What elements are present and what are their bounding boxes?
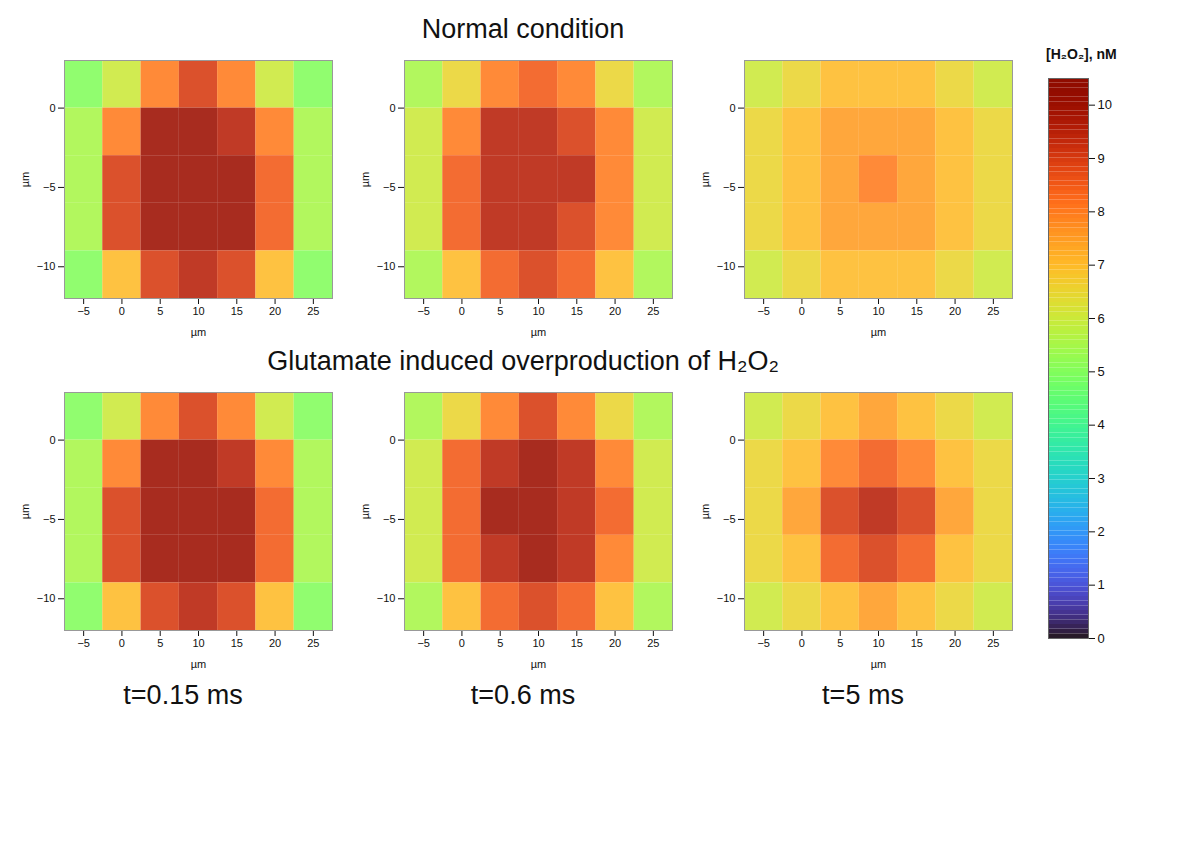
html-text:t=0.6 ms: t=0.6 ms bbox=[470, 680, 576, 710]
svg-text:0: 0 bbox=[49, 102, 55, 114]
svg-text:µm: µm bbox=[699, 172, 711, 188]
svg-text:−5: −5 bbox=[723, 513, 736, 525]
svg-text:0: 0 bbox=[119, 305, 125, 317]
svg-text:0: 0 bbox=[389, 102, 395, 114]
svg-text:−5: −5 bbox=[417, 637, 430, 649]
svg-text:−5: −5 bbox=[383, 513, 396, 525]
svg-text:−10: −10 bbox=[377, 592, 396, 604]
svg-text:4: 4 bbox=[1098, 417, 1105, 432]
svg-text:−10: −10 bbox=[717, 592, 736, 604]
svg-text:25: 25 bbox=[647, 305, 659, 317]
svg-text:8: 8 bbox=[1098, 204, 1105, 219]
svg-text:5: 5 bbox=[157, 637, 163, 649]
svg-text:−5: −5 bbox=[77, 305, 90, 317]
svg-text:0: 0 bbox=[119, 637, 125, 649]
svg-text:5: 5 bbox=[157, 305, 163, 317]
svg-text:20: 20 bbox=[609, 305, 621, 317]
svg-text:−10: −10 bbox=[377, 260, 396, 272]
svg-text:0: 0 bbox=[1098, 631, 1105, 646]
svg-text:20: 20 bbox=[949, 637, 961, 649]
svg-text:15: 15 bbox=[571, 637, 583, 649]
svg-text:5: 5 bbox=[497, 637, 503, 649]
svg-text:25: 25 bbox=[647, 637, 659, 649]
svg-text:15: 15 bbox=[571, 305, 583, 317]
svg-text:3: 3 bbox=[1098, 471, 1105, 486]
svg-text:1: 1 bbox=[1098, 577, 1105, 592]
svg-text:µm: µm bbox=[19, 172, 31, 188]
svg-text:15: 15 bbox=[231, 305, 243, 317]
svg-text:−5: −5 bbox=[43, 181, 56, 193]
svg-text:10: 10 bbox=[872, 637, 884, 649]
svg-text:−5: −5 bbox=[77, 637, 90, 649]
svg-text:10: 10 bbox=[1098, 97, 1112, 112]
svg-text:10: 10 bbox=[532, 637, 544, 649]
svg-text:25: 25 bbox=[987, 305, 999, 317]
svg-text:−5: −5 bbox=[417, 305, 430, 317]
svg-text:µm: µm bbox=[871, 658, 887, 670]
svg-text:0: 0 bbox=[49, 434, 55, 446]
svg-text:25: 25 bbox=[987, 637, 999, 649]
svg-text:5: 5 bbox=[837, 637, 843, 649]
svg-text:15: 15 bbox=[911, 637, 923, 649]
svg-text:−5: −5 bbox=[43, 513, 56, 525]
svg-text:−10: −10 bbox=[37, 592, 56, 604]
svg-text:5: 5 bbox=[837, 305, 843, 317]
svg-text:µm: µm bbox=[191, 326, 207, 338]
svg-text:15: 15 bbox=[231, 637, 243, 649]
svg-text:7: 7 bbox=[1098, 257, 1105, 272]
svg-text:0: 0 bbox=[799, 637, 805, 649]
svg-text:20: 20 bbox=[949, 305, 961, 317]
svg-text:−5: −5 bbox=[757, 637, 770, 649]
svg-text:µm: µm bbox=[359, 172, 371, 188]
svg-text:0: 0 bbox=[799, 305, 805, 317]
svg-text:0: 0 bbox=[729, 102, 735, 114]
svg-text:−5: −5 bbox=[757, 305, 770, 317]
svg-text:9: 9 bbox=[1098, 151, 1105, 166]
svg-text:10: 10 bbox=[192, 305, 204, 317]
svg-text:6: 6 bbox=[1098, 311, 1105, 326]
html-text:t=0.15 ms: t=0.15 ms bbox=[123, 680, 243, 710]
svg-text:−10: −10 bbox=[37, 260, 56, 272]
svg-text:20: 20 bbox=[269, 637, 281, 649]
svg-text:µm: µm bbox=[191, 658, 207, 670]
svg-text:−10: −10 bbox=[717, 260, 736, 272]
svg-text:20: 20 bbox=[609, 637, 621, 649]
svg-text:10: 10 bbox=[872, 305, 884, 317]
html-text:[H₂O₂], nM: [H₂O₂], nM bbox=[1046, 46, 1117, 62]
svg-text:5: 5 bbox=[1098, 364, 1105, 379]
svg-text:−5: −5 bbox=[723, 181, 736, 193]
svg-text:10: 10 bbox=[532, 305, 544, 317]
svg-text:20: 20 bbox=[269, 305, 281, 317]
svg-text:µm: µm bbox=[531, 658, 547, 670]
svg-text:5: 5 bbox=[497, 305, 503, 317]
svg-text:µm: µm bbox=[531, 326, 547, 338]
svg-text:2: 2 bbox=[1098, 524, 1105, 539]
svg-text:0: 0 bbox=[459, 637, 465, 649]
svg-text:µm: µm bbox=[359, 504, 371, 520]
html-text:Glutamate induced overproducti: Glutamate induced overproduction of H₂O₂ bbox=[267, 346, 779, 376]
svg-text:µm: µm bbox=[871, 326, 887, 338]
svg-text:15: 15 bbox=[911, 305, 923, 317]
html-text:Normal condition: Normal condition bbox=[421, 14, 625, 44]
svg-text:0: 0 bbox=[389, 434, 395, 446]
html-text:t=5 ms: t=5 ms bbox=[822, 680, 904, 710]
svg-text:µm: µm bbox=[699, 504, 711, 520]
svg-text:0: 0 bbox=[459, 305, 465, 317]
svg-text:25: 25 bbox=[307, 637, 319, 649]
svg-text:µm: µm bbox=[19, 504, 31, 520]
svg-text:0: 0 bbox=[729, 434, 735, 446]
svg-text:25: 25 bbox=[307, 305, 319, 317]
svg-text:10: 10 bbox=[192, 637, 204, 649]
svg-text:−5: −5 bbox=[383, 181, 396, 193]
